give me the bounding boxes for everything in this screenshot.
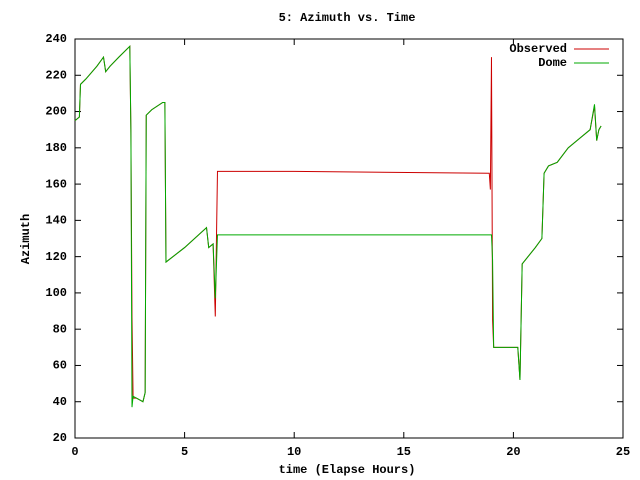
y-tick-label: 160 <box>45 177 67 191</box>
x-tick-label: 0 <box>71 445 78 459</box>
x-tick-label: 10 <box>287 445 301 459</box>
series-line <box>74 45 602 403</box>
chart-title: 5: Azimuth vs. Time <box>279 11 416 25</box>
y-tick-label: 20 <box>53 431 67 445</box>
x-tick-label: 20 <box>506 445 520 459</box>
x-tick-label: 15 <box>397 445 411 459</box>
plot-frame <box>74 38 624 439</box>
y-tick-label: 120 <box>45 250 67 264</box>
legend-label: Observed <box>509 42 567 56</box>
series-line <box>74 45 602 408</box>
y-tick-label: 40 <box>53 395 67 409</box>
y-tick-label: 80 <box>53 322 67 336</box>
y-tick-label: 60 <box>53 359 67 373</box>
y-tick-label: 220 <box>45 68 67 82</box>
legend-label: Dome <box>538 56 567 70</box>
x-tick-label: 25 <box>616 445 630 459</box>
x-tick-label: 5 <box>181 445 188 459</box>
y-tick-label: 240 <box>45 32 67 46</box>
y-axis-label: Azimuth <box>19 214 33 264</box>
y-tick-label: 140 <box>45 214 67 228</box>
y-tick-label: 180 <box>45 141 67 155</box>
y-tick-label: 100 <box>45 286 67 300</box>
x-axis-label: time (Elapse Hours) <box>279 463 416 477</box>
y-tick-label: 200 <box>45 105 67 119</box>
